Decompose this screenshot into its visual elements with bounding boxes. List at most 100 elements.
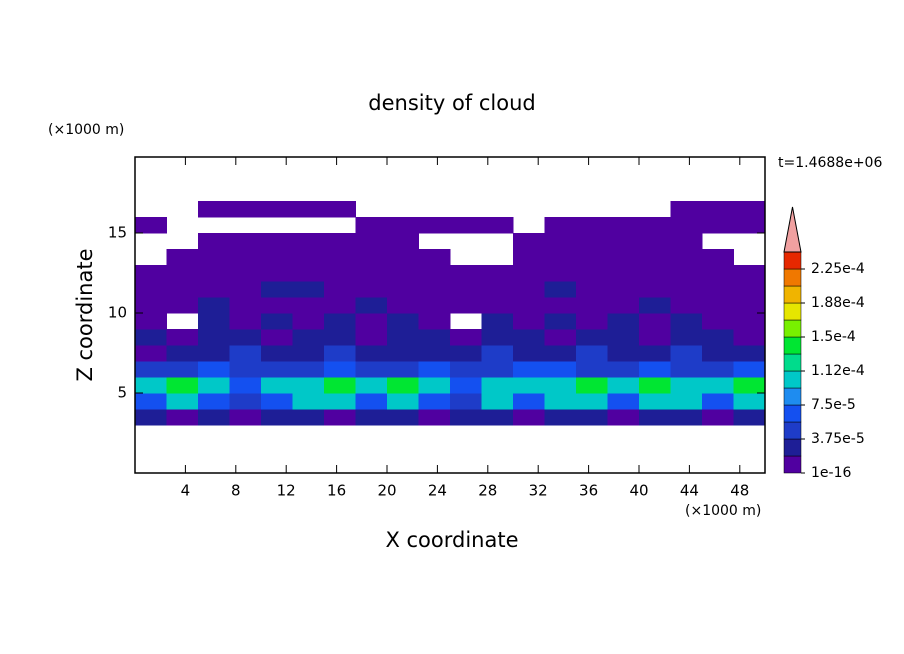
colorbar-label: 2.25e-4 [811, 261, 865, 277]
contour-cell [261, 281, 293, 298]
contour-cell [166, 249, 199, 266]
contour-cell [135, 377, 167, 394]
contour-cell [670, 201, 703, 218]
colorbar-bin [783, 285, 802, 304]
contour-cell [576, 313, 608, 330]
contour-cell [576, 297, 608, 314]
contour-cell [261, 361, 293, 378]
contour-cell [733, 361, 766, 378]
contour-cell [481, 265, 514, 282]
contour-cell [135, 265, 167, 282]
x-tick-label: 16 [327, 482, 346, 500]
contour-cell [387, 313, 419, 330]
x-tick-label: 40 [629, 482, 648, 500]
contour-cell [544, 329, 577, 346]
contour-cell [261, 393, 293, 410]
contour-cell [324, 345, 356, 362]
contour-cell [607, 265, 640, 282]
contour-cell [544, 249, 577, 266]
contour-cell [355, 249, 388, 266]
contour-cell [576, 265, 608, 282]
contour-cell [135, 281, 167, 298]
contour-cell [292, 361, 325, 378]
contour-cell [198, 249, 230, 266]
colorbar-label: 1.5e-4 [811, 329, 856, 345]
x-tick-label: 20 [377, 482, 396, 500]
contour-cell [355, 297, 388, 314]
contour-cell [576, 361, 608, 378]
contour-cell [324, 329, 356, 346]
contour-cell [229, 409, 262, 426]
contour-cell [324, 377, 356, 394]
contour-cell [418, 345, 451, 362]
x-tick-label: 36 [579, 482, 598, 500]
contour-cell [670, 233, 703, 250]
contour-cell [387, 329, 419, 346]
contour-cell [481, 313, 514, 330]
contour-cell [733, 297, 766, 314]
contour-cell [607, 361, 640, 378]
contour-cell [576, 329, 608, 346]
contour-cell [229, 249, 262, 266]
contour-cell [481, 393, 514, 410]
contour-cell [135, 409, 167, 426]
contour-cell [387, 233, 419, 250]
colorbar-bin [783, 404, 802, 423]
contour-cell [513, 313, 545, 330]
x-tick-label: 24 [428, 482, 447, 500]
contour-cell [513, 377, 545, 394]
contour-cell [292, 393, 325, 410]
contour-cell [733, 217, 766, 234]
contour-cell [324, 393, 356, 410]
contour-cell [450, 329, 482, 346]
contour-cell [513, 329, 545, 346]
colorbar-label: 3.75e-5 [811, 431, 865, 447]
contour-cell [733, 265, 766, 282]
contour-cell [324, 409, 356, 426]
contour-cell [702, 281, 734, 298]
contour-cell [418, 329, 451, 346]
contour-cell [229, 265, 262, 282]
contour-cell [166, 393, 199, 410]
contour-cell [670, 377, 703, 394]
contour-cell [702, 297, 734, 314]
contour-cell [198, 281, 230, 298]
contour-cell [198, 297, 230, 314]
contour-cell [355, 233, 388, 250]
contour-cell [292, 377, 325, 394]
contour-cell [450, 409, 482, 426]
colorbar-bin [783, 421, 802, 440]
contour-cell [418, 409, 451, 426]
contour-cell [544, 313, 577, 330]
contour-cell [639, 393, 671, 410]
contour-cell [166, 281, 199, 298]
contour-cell [135, 297, 167, 314]
contour-cell [607, 233, 640, 250]
contour-cell [733, 201, 766, 218]
colorbar-label: 1e-16 [811, 465, 851, 481]
colorbar-bin [783, 387, 802, 406]
chart-title: density of cloud [368, 91, 535, 115]
contour-cell [387, 281, 419, 298]
contour-cell [702, 345, 734, 362]
colorbar-bin [783, 438, 802, 457]
contour-cell [166, 377, 199, 394]
contour-cell [639, 345, 671, 362]
contour-cell [166, 345, 199, 362]
contour-cell [198, 377, 230, 394]
contour-cell [576, 393, 608, 410]
contour-cell [387, 249, 419, 266]
contour-cell [639, 313, 671, 330]
contour-cell [639, 281, 671, 298]
contour-cell [166, 361, 199, 378]
contour-cell [292, 329, 325, 346]
colorbar-label: 7.5e-5 [811, 397, 856, 413]
contour-cell [198, 393, 230, 410]
contour-cell [229, 281, 262, 298]
contour-cell [418, 313, 451, 330]
contour-cell [670, 313, 703, 330]
contour-cell [166, 409, 199, 426]
colorbar-bin [783, 251, 802, 270]
contour-cell [733, 393, 766, 410]
contour-cell [670, 249, 703, 266]
